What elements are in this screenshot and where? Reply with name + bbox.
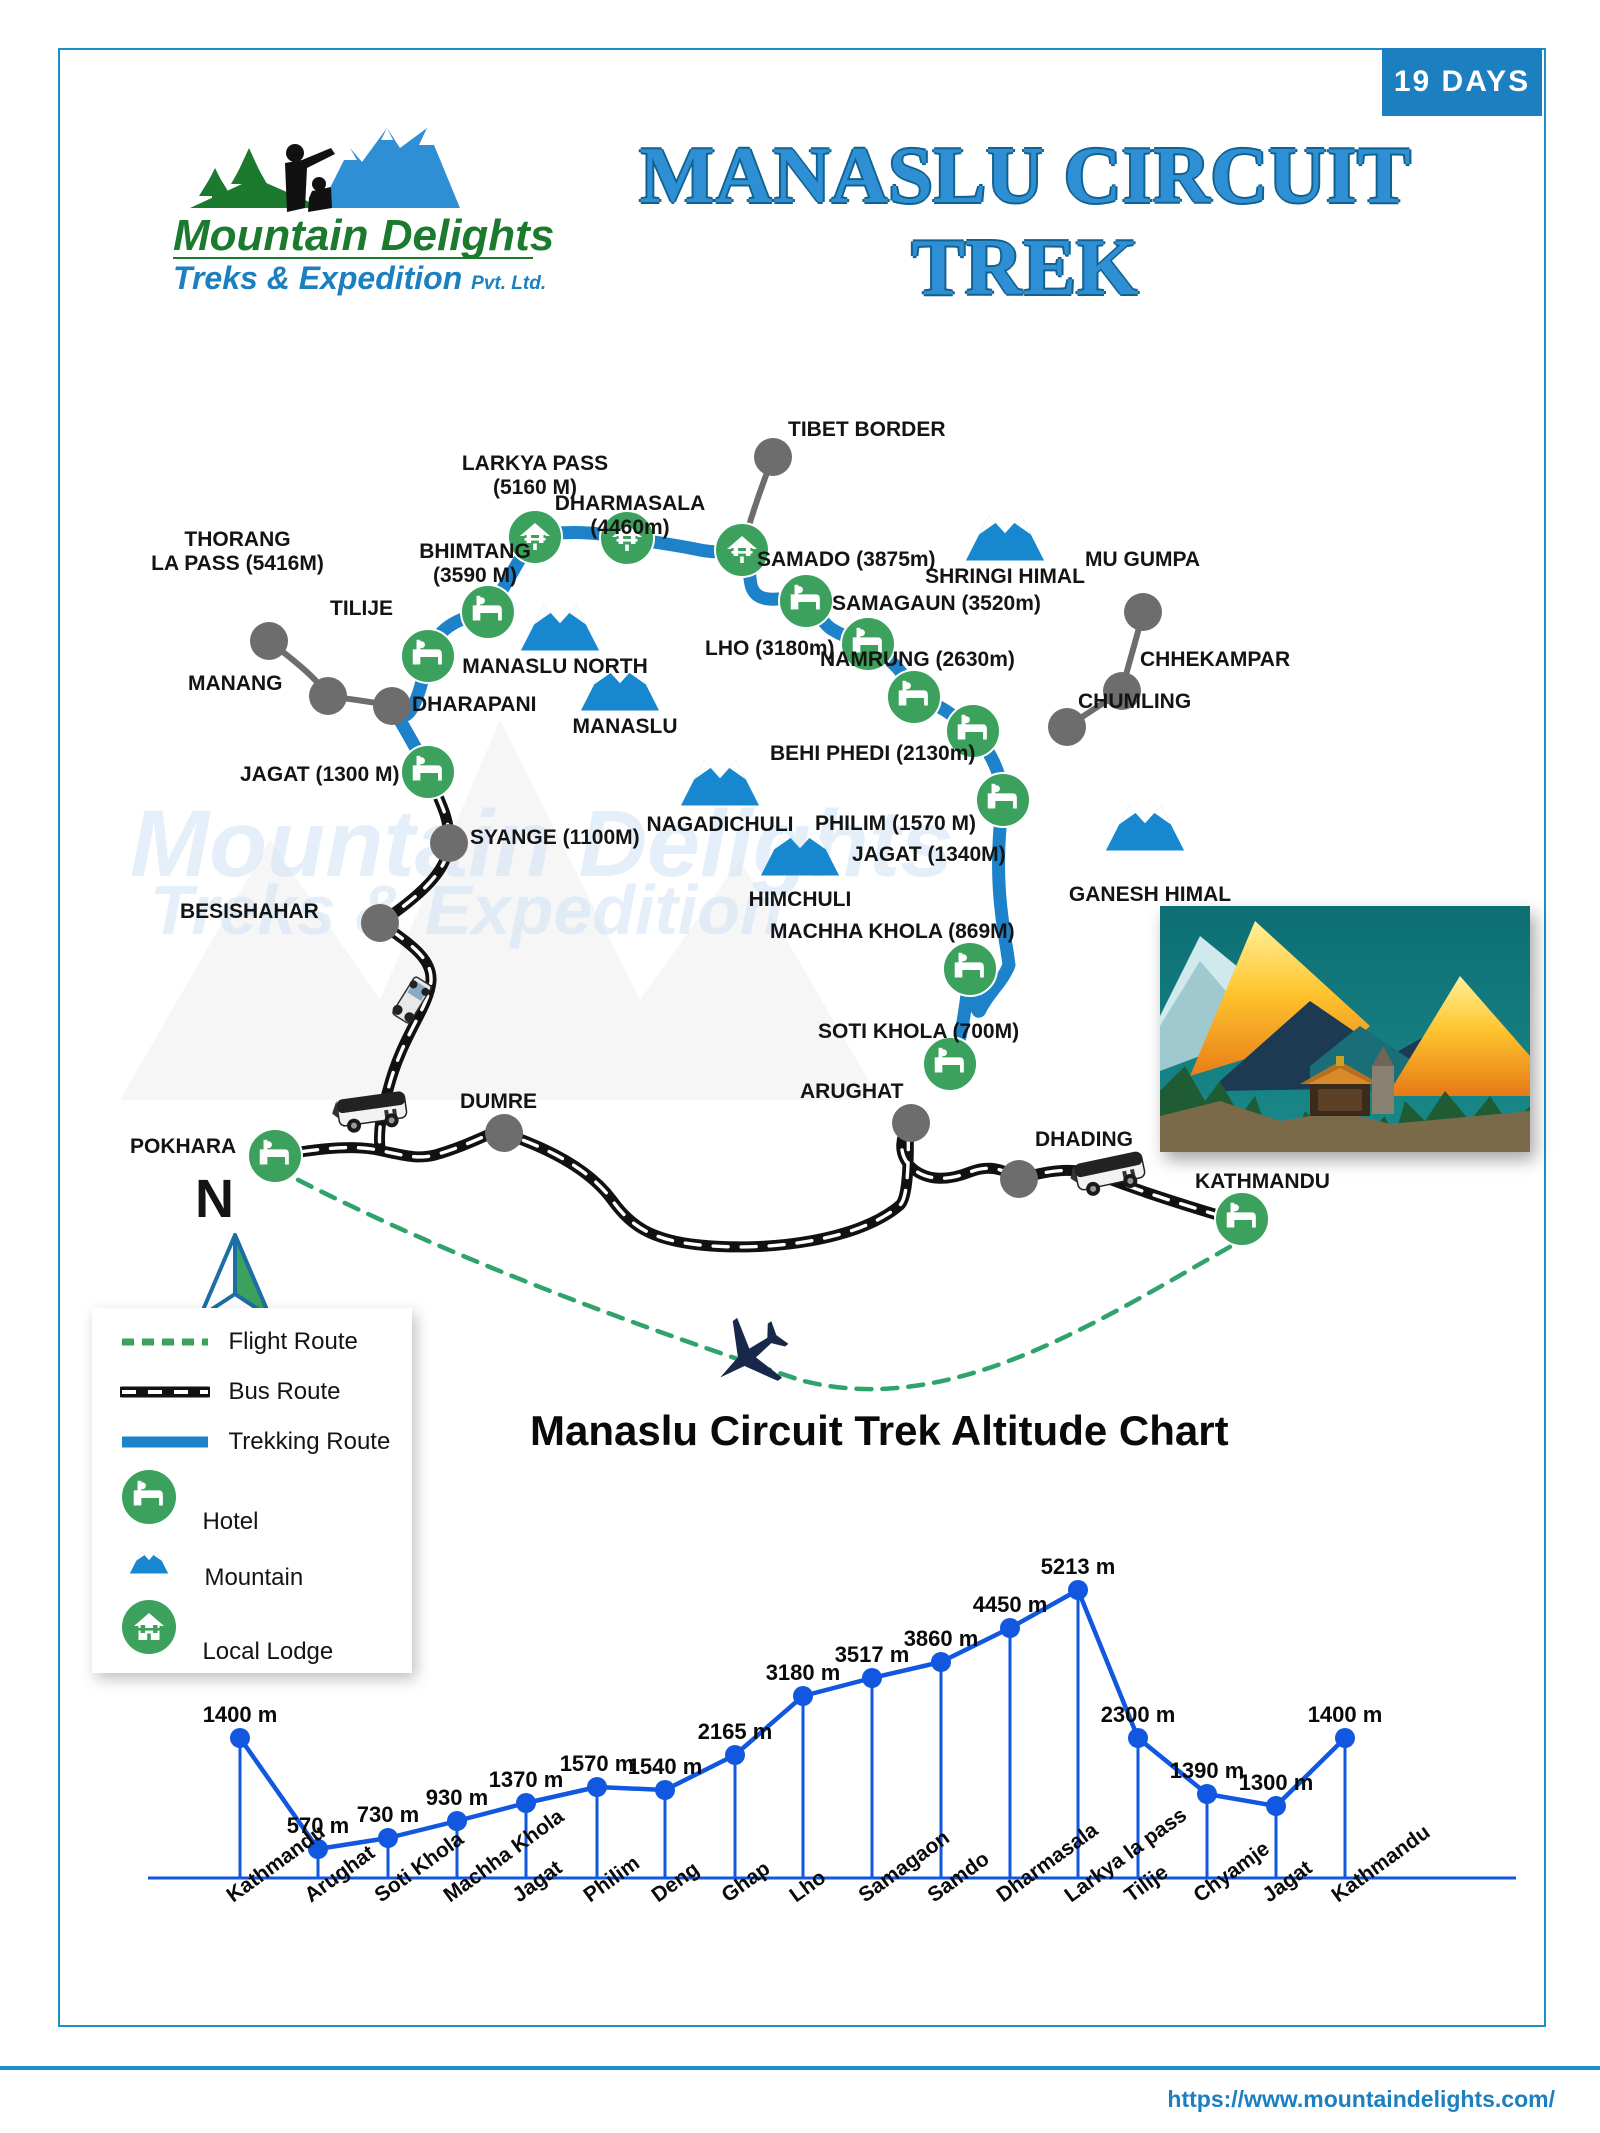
svg-text:1300 m: 1300 m — [1239, 1770, 1314, 1795]
svg-text:3180 m: 3180 m — [766, 1660, 841, 1685]
svg-text:1390 m: 1390 m — [1170, 1758, 1245, 1783]
svg-text:1400 m: 1400 m — [1308, 1702, 1383, 1727]
svg-text:Jagat: Jagat — [508, 1856, 566, 1907]
svg-text:5213 m: 5213 m — [1041, 1554, 1116, 1579]
svg-text:730 m: 730 m — [357, 1802, 419, 1827]
svg-text:930 m: 930 m — [426, 1785, 488, 1810]
svg-text:1370 m: 1370 m — [489, 1767, 564, 1792]
svg-text:Ghap: Ghap — [717, 1857, 774, 1907]
svg-text:1540 m: 1540 m — [628, 1754, 703, 1779]
svg-text:2165 m: 2165 m — [698, 1719, 773, 1744]
svg-text:Lho: Lho — [785, 1866, 830, 1907]
svg-text:Jagat: Jagat — [1258, 1856, 1316, 1907]
svg-text:3860 m: 3860 m — [904, 1626, 979, 1651]
svg-text:4450 m: 4450 m — [973, 1592, 1048, 1617]
svg-text:Chyamje: Chyamje — [1189, 1837, 1273, 1907]
svg-text:Deng: Deng — [647, 1858, 703, 1907]
svg-text:1570 m: 1570 m — [560, 1751, 635, 1776]
svg-text:2300 m: 2300 m — [1101, 1702, 1176, 1727]
svg-text:Kathmandu: Kathmandu — [1327, 1821, 1434, 1907]
svg-text:1400 m: 1400 m — [203, 1702, 278, 1727]
svg-text:3517 m: 3517 m — [835, 1642, 910, 1667]
